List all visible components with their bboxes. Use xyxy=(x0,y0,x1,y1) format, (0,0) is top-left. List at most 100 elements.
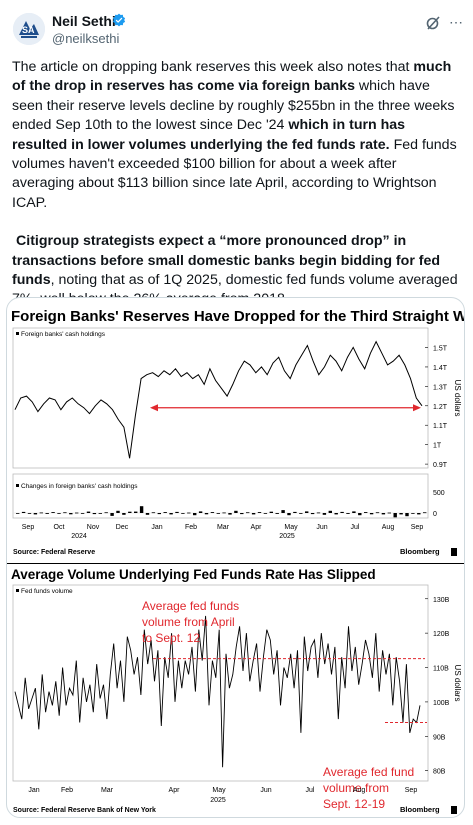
sub-bar xyxy=(246,512,250,514)
sub-bar xyxy=(364,512,368,513)
sub-bar xyxy=(346,513,350,514)
annotation-april-sept: volume from April xyxy=(142,615,235,629)
sub-bar xyxy=(134,511,138,513)
sub-bar xyxy=(98,513,102,514)
fed-funds-volume-chart: Average Volume Underlying Fed Funds Rate… xyxy=(7,563,464,814)
sub-bar xyxy=(193,513,197,516)
y-tick-label: 90B xyxy=(433,734,446,741)
more-options-icon[interactable]: ⋯ xyxy=(449,14,464,30)
sub-bar xyxy=(287,513,291,516)
sub-bar xyxy=(110,513,114,516)
x-tick-label: May xyxy=(284,524,298,531)
sub-bar xyxy=(263,513,268,514)
grok-icon[interactable] xyxy=(425,15,441,31)
chart-title: Average Volume Underlying Fed Funds Rate… xyxy=(11,567,376,582)
x-tick-label: Jun xyxy=(316,524,327,531)
sub-bar xyxy=(328,510,332,513)
annotation-sept: volume from xyxy=(323,781,389,795)
sub-bar xyxy=(393,513,397,518)
chart-image-card[interactable]: Foreign Banks' Reserves Have Dropped for… xyxy=(6,297,465,818)
verified-badge-icon xyxy=(112,13,126,27)
fed-funds-line xyxy=(14,615,421,768)
x-tick-label: Dec xyxy=(116,524,129,531)
sub-bar xyxy=(305,511,309,513)
x-year-label: 2025 xyxy=(210,797,226,804)
tweet-header: SA Neil Sethi @neilksethi ⋯ xyxy=(0,0,473,50)
sub-bar xyxy=(198,511,203,513)
x-tick-label: Jan xyxy=(28,787,39,794)
paragraph1-run-0: The article on dropping bank reserves th… xyxy=(12,59,414,75)
x-year-label: 2024 xyxy=(71,533,87,540)
paragraph1-run-3: which in turn has resulted in lower volu… xyxy=(12,117,406,153)
sub-bar xyxy=(33,513,38,515)
sub-bar xyxy=(51,512,55,513)
sub-bar xyxy=(216,513,220,514)
sub-bar xyxy=(139,506,144,513)
sub-bar xyxy=(204,513,209,515)
sub-y-tick-label: 0 xyxy=(433,511,437,518)
sub-bar xyxy=(381,513,386,515)
sub-bar xyxy=(104,512,108,514)
annotation-sept: Average fed fund xyxy=(323,765,414,779)
sub-bar xyxy=(411,513,415,514)
y-axis-label: US dollars xyxy=(453,380,462,417)
annotation-april-sept: to Sept. 12 xyxy=(142,631,200,645)
y-tick-label: 1.4T xyxy=(433,365,448,372)
source-label: Source: Federal Reserve Bank of New York xyxy=(13,807,156,814)
source-label: Source: Federal Reserve xyxy=(13,549,95,556)
sub-bar xyxy=(399,513,403,515)
sub-bar xyxy=(369,513,374,515)
sub-bar xyxy=(27,513,32,514)
foreign-banks-reserves-chart: Foreign Banks' Reserves Have Dropped for… xyxy=(11,308,464,556)
sub-bar xyxy=(334,513,338,515)
sub-bar xyxy=(293,511,297,513)
sub-bar xyxy=(169,513,173,515)
y-tick-label: 1.5T xyxy=(433,345,448,352)
sub-bar xyxy=(340,511,344,513)
sub-bar xyxy=(181,513,185,514)
sub-bar xyxy=(69,513,73,515)
x-tick-label: Jan xyxy=(151,524,162,531)
x-tick-label: Feb xyxy=(61,787,73,794)
sub-bar xyxy=(39,512,43,514)
sub-bar xyxy=(387,512,391,514)
sub-bar xyxy=(116,510,120,513)
sub-bar xyxy=(122,513,126,515)
sub-bar xyxy=(128,511,132,513)
sub-y-tick-label: 500 xyxy=(433,490,445,497)
sub-bar xyxy=(92,513,97,515)
legend-swatch xyxy=(16,589,19,592)
reserves-line xyxy=(14,340,423,459)
sub-bar xyxy=(175,511,179,513)
sub-bar xyxy=(251,513,256,515)
y-tick-label: 1.1T xyxy=(433,423,448,430)
x-tick-label: Oct xyxy=(54,524,65,531)
bloomberg-logo-icon xyxy=(451,548,457,556)
tweet-text: The article on dropping bank reserves th… xyxy=(12,58,462,310)
sub-bar xyxy=(405,513,409,517)
sub-bar xyxy=(210,512,215,513)
avatar[interactable]: SA xyxy=(13,13,45,45)
author-name[interactable]: Neil Sethi xyxy=(52,13,116,29)
x-tick-label: Aug xyxy=(353,787,366,794)
x-tick-label: May xyxy=(212,787,226,794)
sub-bar xyxy=(417,513,421,515)
x-tick-label: Nov xyxy=(87,524,100,531)
sub-bar xyxy=(86,511,91,513)
bloomberg-logo-icon xyxy=(451,806,457,814)
sub-legend-swatch xyxy=(16,484,19,487)
x-tick-label: Mar xyxy=(217,524,230,531)
sub-bar xyxy=(257,512,262,513)
x-year-label: 2025 xyxy=(279,533,295,540)
sub-bar xyxy=(151,512,156,514)
annotation-april-sept: Average fed funds xyxy=(142,599,239,613)
sub-bar xyxy=(21,511,26,513)
sub-bar xyxy=(310,513,315,515)
x-tick-label: Sep xyxy=(411,524,424,531)
sub-bar xyxy=(375,512,380,514)
y-tick-label: 80B xyxy=(433,769,446,776)
sub-legend-label: Changes in foreign banks' cash holdings xyxy=(21,483,138,490)
paragraph1-run-1: much of the drop in reserves has come vi… xyxy=(12,59,452,95)
author-handle[interactable]: @neilksethi xyxy=(52,31,120,46)
x-tick-label: Jul xyxy=(306,787,315,794)
